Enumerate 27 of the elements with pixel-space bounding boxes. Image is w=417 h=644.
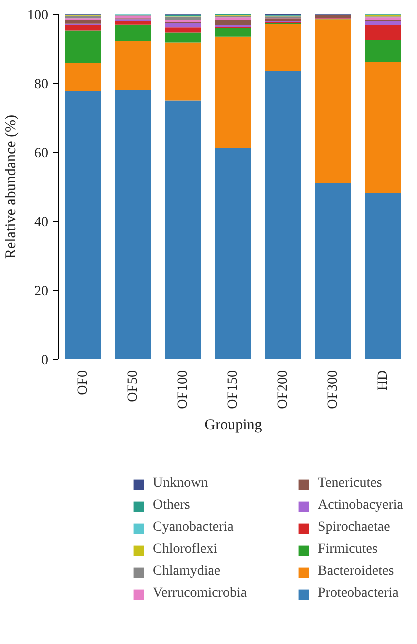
x-tick-label: OF50 [126, 370, 141, 402]
y-axis-title: Relative abundance (%) [4, 114, 20, 260]
legend-label: Spirochaetae [318, 519, 392, 537]
y-tick-label: 40 [34, 216, 48, 230]
legend-label: Actinobacyeria [318, 497, 405, 515]
legend-label: Proteobacteria [318, 585, 400, 603]
legend-label: Chlamydiae [153, 563, 222, 581]
legend-label: Bacteroidetes [318, 563, 396, 581]
x-tick-label: OF0 [76, 370, 91, 396]
x-tick-label: OF100 [176, 370, 191, 410]
legend-label: Others [153, 497, 192, 515]
y-tick-label: 0 [42, 354, 48, 368]
legend-label: Verrucomicrobia [153, 585, 248, 603]
legend-label: Chloroflexi [153, 541, 219, 559]
x-axis-title: Grouping [204, 417, 263, 434]
y-tick-label: 20 [34, 284, 48, 300]
legend-label: Firmicutes [318, 541, 379, 559]
legend-label: Unknown [153, 475, 210, 493]
x-tick-label: HD [376, 370, 391, 391]
y-tick-label: 80 [34, 78, 48, 92]
y-tick-label: 60 [34, 146, 48, 162]
legend-label: Cyanobacteria [153, 519, 235, 537]
x-tick-label: OF150 [226, 370, 241, 410]
y-tick-label: 100 [28, 8, 48, 24]
x-tick-label: OF200 [276, 370, 291, 410]
x-tick-label: OF300 [326, 370, 341, 410]
legend-label: Tenericutes [318, 475, 384, 493]
